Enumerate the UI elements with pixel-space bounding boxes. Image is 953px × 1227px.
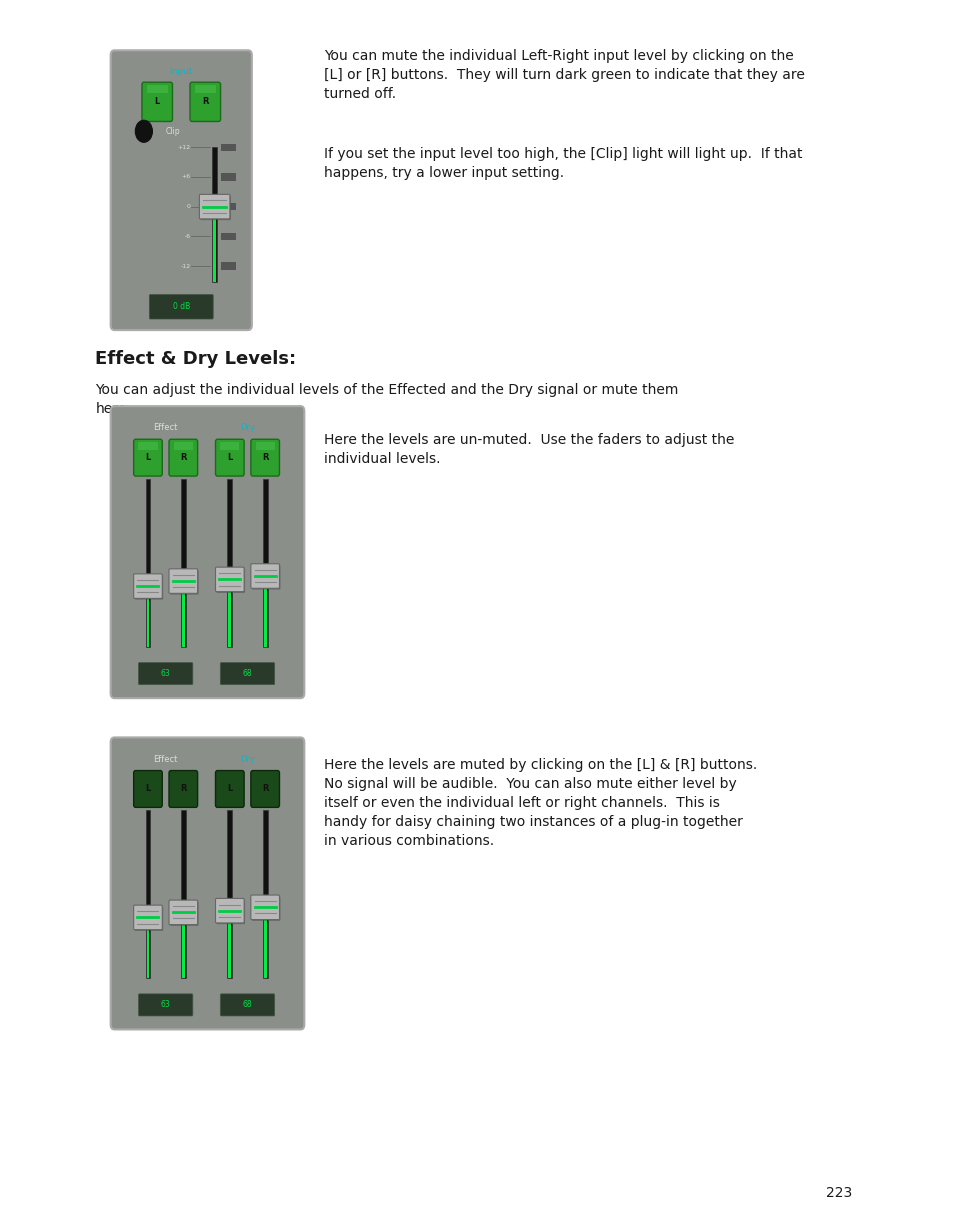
Text: 68: 68 — [242, 1000, 252, 1010]
FancyBboxPatch shape — [251, 563, 279, 588]
Text: Dry: Dry — [240, 755, 254, 763]
Bar — [221, 202, 235, 210]
Bar — [221, 144, 235, 151]
Text: Dry: Dry — [240, 423, 254, 432]
Text: +12: +12 — [177, 145, 191, 150]
Bar — [146, 810, 151, 978]
Bar — [182, 582, 185, 647]
Bar — [147, 85, 168, 93]
Text: R: R — [202, 97, 209, 107]
FancyBboxPatch shape — [169, 901, 197, 925]
Text: Effect & Dry Levels:: Effect & Dry Levels: — [95, 350, 296, 368]
FancyBboxPatch shape — [252, 564, 280, 589]
Text: Here the levels are muted by clicking on the [L] & [R] buttons.
No signal will b: Here the levels are muted by clicking on… — [324, 758, 757, 848]
FancyBboxPatch shape — [149, 294, 213, 319]
Bar — [228, 579, 231, 647]
Bar — [147, 918, 150, 978]
Bar — [228, 910, 231, 978]
Text: 0 dB: 0 dB — [172, 302, 190, 312]
Circle shape — [135, 120, 152, 142]
FancyBboxPatch shape — [200, 195, 231, 220]
Text: -6: -6 — [185, 234, 191, 239]
FancyBboxPatch shape — [170, 571, 198, 595]
FancyBboxPatch shape — [111, 50, 252, 330]
Bar — [263, 575, 266, 647]
FancyBboxPatch shape — [251, 894, 279, 919]
Text: L: L — [227, 784, 233, 794]
FancyBboxPatch shape — [138, 663, 193, 685]
FancyBboxPatch shape — [220, 663, 274, 685]
Bar — [227, 479, 232, 647]
FancyBboxPatch shape — [134, 907, 163, 931]
Bar — [263, 907, 266, 978]
Text: 68: 68 — [242, 669, 252, 679]
Text: Effect: Effect — [153, 755, 177, 763]
Text: 63: 63 — [161, 1000, 171, 1010]
Text: L: L — [154, 97, 160, 107]
Bar — [262, 810, 267, 978]
FancyBboxPatch shape — [133, 574, 162, 599]
Bar — [194, 85, 215, 93]
Text: Effect: Effect — [153, 423, 177, 432]
Bar — [138, 442, 157, 450]
FancyBboxPatch shape — [111, 406, 304, 698]
Text: +6: +6 — [181, 174, 191, 179]
FancyBboxPatch shape — [169, 569, 197, 594]
Bar — [220, 442, 239, 450]
FancyBboxPatch shape — [220, 994, 274, 1016]
FancyBboxPatch shape — [169, 439, 197, 476]
Bar — [221, 263, 235, 270]
FancyBboxPatch shape — [134, 575, 163, 600]
Text: -12: -12 — [180, 264, 191, 269]
Bar — [221, 233, 235, 240]
Bar — [227, 810, 232, 978]
Bar — [182, 913, 185, 978]
Text: Clip: Clip — [165, 126, 180, 136]
FancyBboxPatch shape — [111, 737, 304, 1029]
FancyBboxPatch shape — [133, 906, 162, 930]
Bar — [146, 479, 151, 647]
FancyBboxPatch shape — [216, 568, 245, 593]
FancyBboxPatch shape — [142, 82, 172, 121]
Bar — [262, 479, 267, 647]
Text: R: R — [180, 784, 187, 794]
Text: R: R — [180, 453, 187, 463]
FancyBboxPatch shape — [190, 82, 220, 121]
FancyBboxPatch shape — [170, 902, 198, 926]
Text: Here the levels are un-muted.  Use the faders to adjust the
individual levels.: Here the levels are un-muted. Use the fa… — [324, 433, 734, 466]
Text: 63: 63 — [161, 669, 171, 679]
FancyBboxPatch shape — [133, 439, 162, 476]
Text: Input: Input — [170, 67, 193, 76]
Text: If you set the input level too high, the [Clip] light will light up.  If that
ha: If you set the input level too high, the… — [324, 147, 802, 180]
Text: L: L — [145, 784, 151, 794]
Text: L: L — [227, 453, 233, 463]
FancyBboxPatch shape — [215, 567, 244, 591]
Bar — [181, 810, 186, 978]
FancyBboxPatch shape — [215, 439, 244, 476]
FancyBboxPatch shape — [252, 896, 280, 920]
Text: 0: 0 — [187, 204, 191, 209]
Bar — [181, 479, 186, 647]
FancyBboxPatch shape — [138, 994, 193, 1016]
Bar — [255, 442, 274, 450]
FancyBboxPatch shape — [251, 439, 279, 476]
FancyBboxPatch shape — [215, 771, 244, 807]
FancyBboxPatch shape — [133, 771, 162, 807]
Bar — [147, 587, 150, 647]
FancyBboxPatch shape — [199, 194, 230, 218]
Text: R: R — [262, 453, 268, 463]
Bar — [173, 442, 193, 450]
Text: 223: 223 — [825, 1187, 852, 1200]
FancyBboxPatch shape — [169, 771, 197, 807]
FancyBboxPatch shape — [215, 898, 244, 923]
Text: L: L — [145, 453, 151, 463]
Text: You can mute the individual Left-Right input level by clicking on the
[L] or [R]: You can mute the individual Left-Right i… — [324, 49, 804, 101]
Text: R: R — [262, 784, 268, 794]
Bar — [221, 173, 235, 180]
Bar — [213, 206, 215, 282]
Text: You can adjust the individual levels of the Effected and the Dry signal or mute : You can adjust the individual levels of … — [95, 383, 679, 416]
FancyBboxPatch shape — [251, 771, 279, 807]
FancyBboxPatch shape — [216, 899, 245, 924]
Bar — [212, 147, 217, 282]
